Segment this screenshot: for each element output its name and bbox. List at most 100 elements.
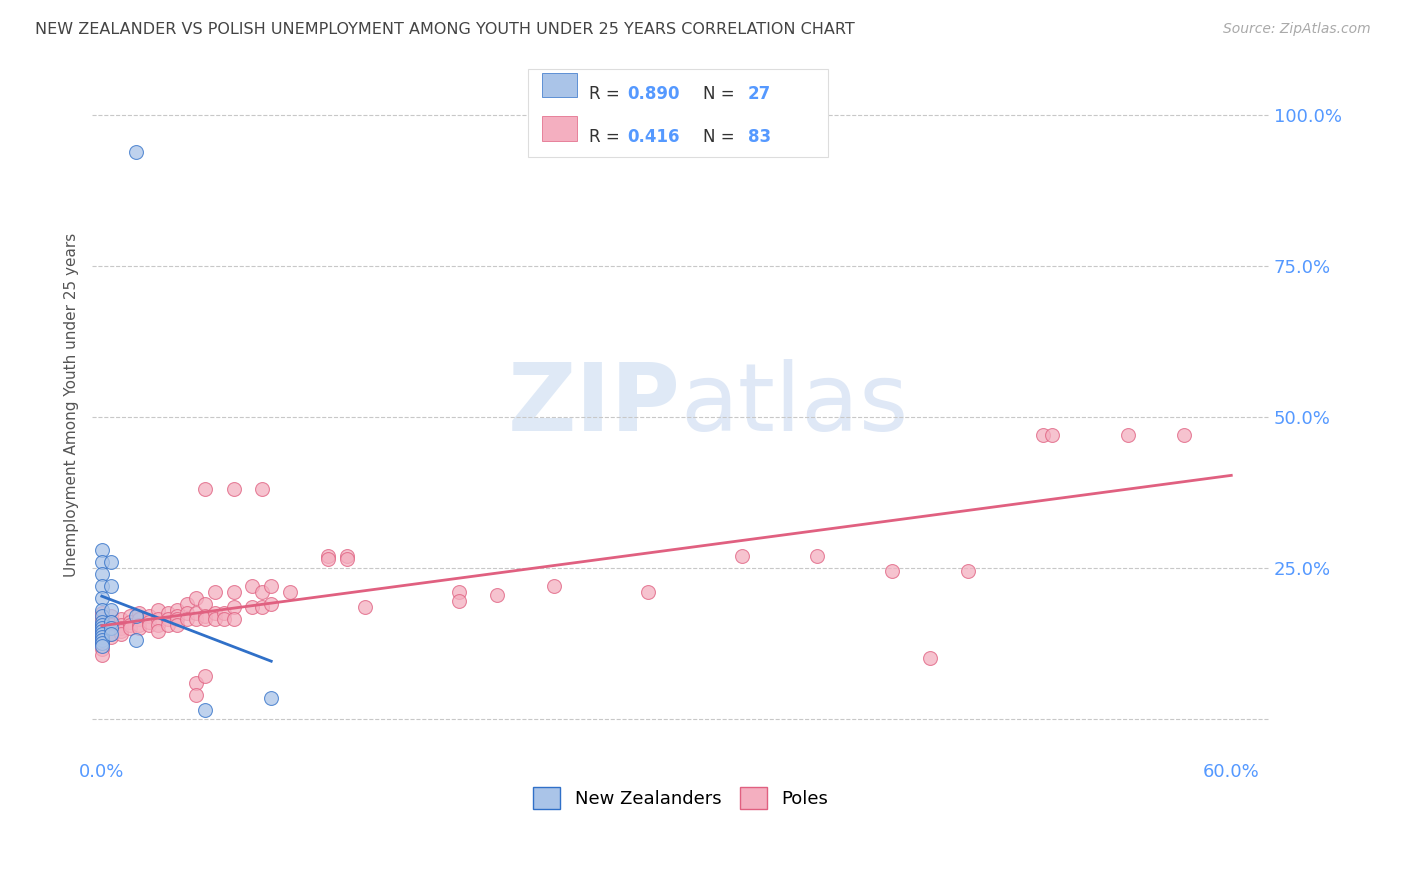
Point — [166, 603, 188, 617]
Point — [212, 612, 235, 626]
Point — [90, 542, 112, 557]
Point — [194, 597, 217, 611]
Point — [100, 555, 122, 569]
Point — [90, 566, 112, 581]
Point — [204, 585, 226, 599]
Point — [278, 585, 301, 599]
Point — [731, 549, 754, 563]
Point — [1042, 428, 1064, 442]
Point — [128, 621, 150, 635]
Point — [1116, 428, 1139, 442]
Point — [242, 579, 264, 593]
Y-axis label: Unemployment Among Youth under 25 years: Unemployment Among Youth under 25 years — [65, 233, 79, 577]
Bar — [527, 70, 828, 157]
Point — [90, 630, 112, 644]
Point — [90, 624, 112, 639]
Point — [316, 549, 339, 563]
Point — [90, 648, 112, 663]
Point — [128, 612, 150, 626]
Point — [166, 609, 188, 624]
Point — [176, 597, 198, 611]
Point — [110, 621, 132, 635]
Point — [118, 618, 141, 632]
Point — [637, 585, 659, 599]
Text: N =: N = — [703, 128, 740, 146]
Point — [90, 642, 112, 657]
Point — [100, 621, 122, 635]
Point — [212, 606, 235, 620]
Text: 0.416: 0.416 — [627, 128, 681, 146]
Point — [156, 618, 179, 632]
Point — [166, 612, 188, 626]
Point — [110, 612, 132, 626]
Point — [806, 549, 828, 563]
Point — [250, 483, 273, 497]
Point — [90, 606, 112, 620]
Point — [128, 606, 150, 620]
Point — [148, 624, 170, 639]
Point — [449, 594, 471, 608]
Point — [138, 615, 160, 630]
Point — [204, 612, 226, 626]
Point — [90, 579, 112, 593]
Point — [194, 483, 217, 497]
Point — [176, 606, 198, 620]
Point — [138, 609, 160, 624]
Text: ZIP: ZIP — [508, 359, 681, 451]
Point — [194, 669, 217, 683]
Point — [118, 615, 141, 630]
Legend: New Zealanders, Poles: New Zealanders, Poles — [526, 780, 835, 816]
Text: NEW ZEALANDER VS POLISH UNEMPLOYMENT AMONG YOUTH UNDER 25 YEARS CORRELATION CHAR: NEW ZEALANDER VS POLISH UNEMPLOYMENT AMO… — [35, 22, 855, 37]
Text: R =: R = — [589, 128, 624, 146]
Point — [110, 627, 132, 641]
Point — [138, 618, 160, 632]
Point — [90, 618, 112, 632]
Point — [110, 618, 132, 632]
Point — [543, 579, 565, 593]
Point — [882, 564, 904, 578]
Point — [194, 612, 217, 626]
Point — [90, 624, 112, 639]
Point — [100, 624, 122, 639]
Point — [956, 564, 979, 578]
Point — [204, 606, 226, 620]
Point — [250, 600, 273, 615]
Point — [125, 633, 148, 648]
Point — [316, 552, 339, 566]
Point — [148, 612, 170, 626]
Point — [148, 603, 170, 617]
Point — [100, 627, 122, 641]
Point — [100, 615, 122, 630]
Point — [90, 591, 112, 605]
Point — [184, 688, 207, 702]
Point — [118, 609, 141, 624]
Point — [125, 145, 148, 159]
Point — [194, 703, 217, 717]
Point — [90, 633, 112, 648]
Point — [166, 618, 188, 632]
Text: atlas: atlas — [681, 359, 908, 451]
Point — [100, 603, 122, 617]
Point — [222, 483, 245, 497]
Point — [90, 640, 112, 654]
Text: 27: 27 — [748, 85, 770, 103]
Point — [90, 603, 112, 617]
Text: N =: N = — [703, 85, 740, 103]
Text: 0.890: 0.890 — [627, 85, 681, 103]
Point — [90, 555, 112, 569]
Point — [1032, 428, 1054, 442]
Point — [184, 675, 207, 690]
Point — [1173, 428, 1195, 442]
Point — [156, 612, 179, 626]
Point — [100, 621, 122, 635]
Point — [110, 624, 132, 639]
Point — [90, 609, 112, 624]
Point — [100, 630, 122, 644]
Point — [90, 615, 112, 630]
Text: 83: 83 — [748, 128, 770, 146]
Point — [128, 618, 150, 632]
Point — [90, 636, 112, 650]
Point — [335, 549, 357, 563]
Point — [100, 579, 122, 593]
Point — [184, 612, 207, 626]
